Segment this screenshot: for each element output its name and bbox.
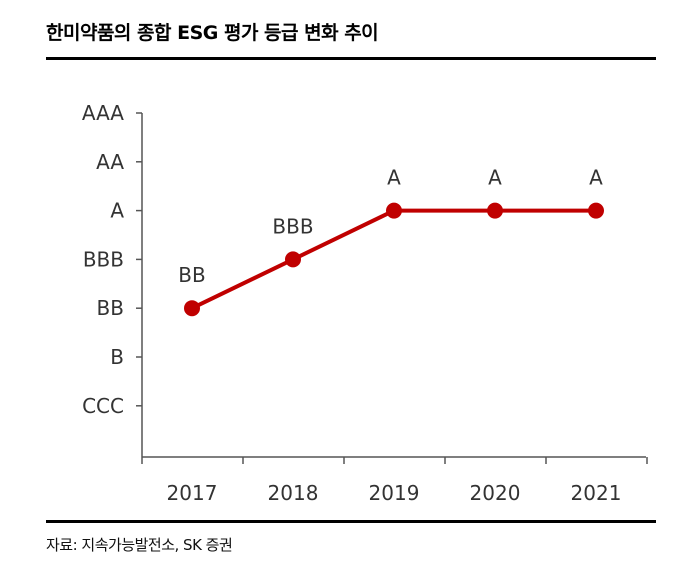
data-point — [487, 202, 503, 219]
y-tick-label: B — [110, 345, 124, 369]
x-tick-label: 2021 — [571, 481, 622, 505]
data-point — [386, 202, 402, 219]
data-point — [588, 202, 604, 219]
data-label: BB — [178, 263, 205, 287]
y-tick-label: A — [110, 199, 124, 223]
bottom-rule — [46, 520, 656, 523]
chart-title: 한미약품의 종합 ESG 평가 등급 변화 추이 — [46, 22, 379, 44]
x-tick-label: 2020 — [470, 481, 521, 505]
data-point — [285, 251, 301, 268]
x-tick-label: 2017 — [167, 481, 218, 505]
y-tick-label: CCC — [82, 394, 124, 418]
data-label: BBB — [272, 214, 313, 238]
series-group — [184, 202, 604, 317]
x-tick-label: 2019 — [369, 481, 420, 505]
data-point — [184, 300, 200, 317]
data-label: A — [387, 166, 401, 190]
y-tick-label: BB — [97, 296, 124, 320]
y-tick-label: AAA — [82, 101, 124, 125]
x-tick-label: 2018 — [268, 481, 319, 505]
series-line — [191, 208, 596, 311]
y-tick-label: AA — [96, 150, 124, 174]
source-note: 자료: 지속가능발전소, SK 증권 — [46, 536, 233, 554]
data-label: A — [589, 166, 603, 190]
top-rule — [46, 57, 656, 60]
chart-axes — [136, 112, 648, 464]
y-tick-label: BBB — [83, 247, 124, 271]
data-label: A — [488, 166, 502, 190]
x-axis-labels: 2017 2018 2019 2020 2021 — [167, 481, 622, 505]
